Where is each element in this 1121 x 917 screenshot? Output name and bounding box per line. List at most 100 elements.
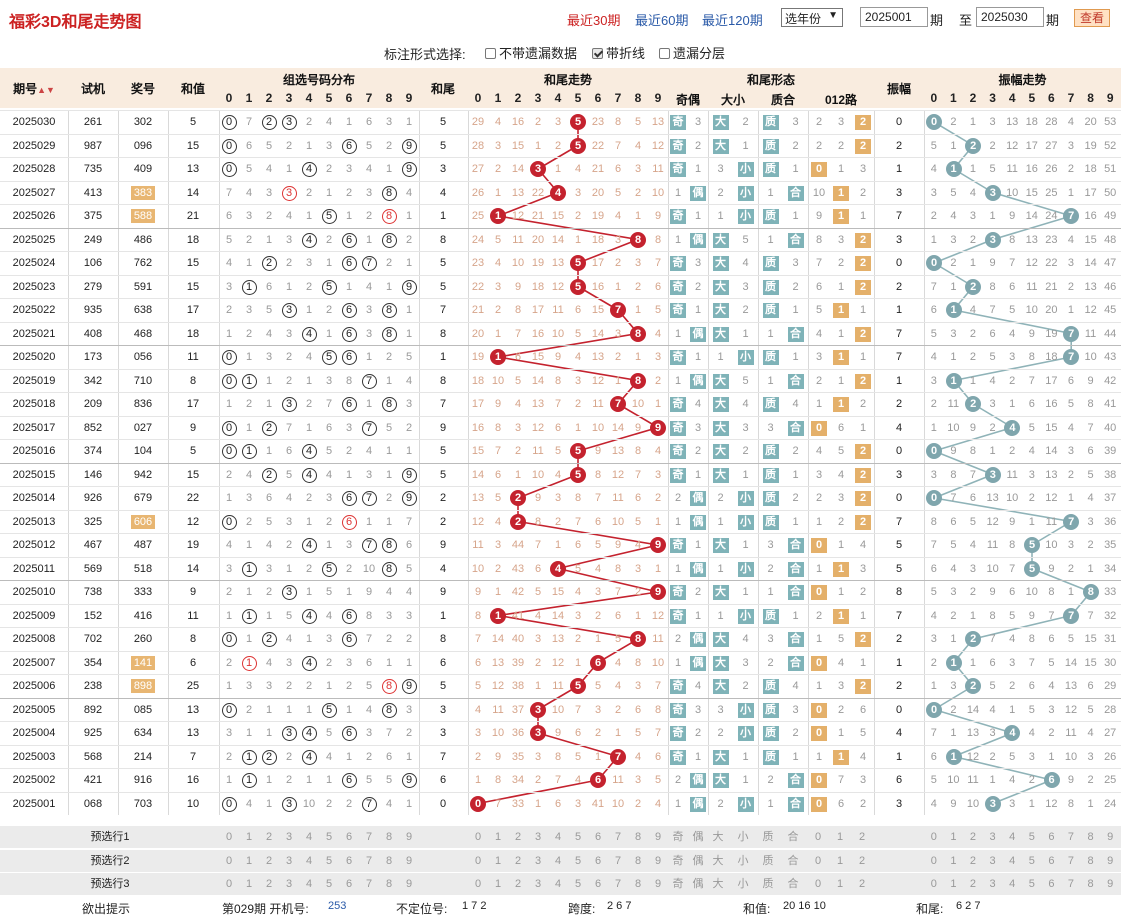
selector-digit[interactable]: 5: [1028, 831, 1035, 843]
selector-digit[interactable]: 5: [1028, 878, 1035, 890]
selector-digit[interactable]: 6: [345, 878, 353, 890]
selector-digit[interactable]: 1: [494, 878, 502, 890]
selector-form[interactable]: 0: [814, 831, 822, 843]
selector-digit[interactable]: 0: [930, 854, 937, 867]
selector-digit[interactable]: 0: [225, 854, 233, 867]
selector-form[interactable]: 1: [836, 831, 844, 843]
selector-form[interactable]: 偶: [692, 878, 704, 890]
selector-digit[interactable]: 4: [305, 854, 313, 867]
checkbox-icon[interactable]: [659, 48, 670, 59]
selector-form[interactable]: 2: [858, 831, 866, 843]
selector-digit[interactable]: 4: [1009, 878, 1016, 890]
selector-form[interactable]: 合: [787, 831, 799, 843]
selector-digit[interactable]: 7: [365, 831, 373, 843]
selector-digit[interactable]: 9: [405, 878, 413, 890]
selector-form[interactable]: 0: [814, 854, 822, 867]
selector-digit[interactable]: 7: [1067, 878, 1075, 890]
selector-digit[interactable]: 3: [285, 878, 293, 890]
selector-digit[interactable]: 3: [534, 878, 542, 890]
selector-digit[interactable]: 9: [654, 831, 662, 843]
selector-digit[interactable]: 8: [385, 854, 393, 867]
selector-digit[interactable]: 3: [989, 831, 996, 843]
selector-digit[interactable]: 3: [285, 854, 293, 867]
period-header[interactable]: 期号▲▼: [0, 80, 68, 97]
selector-form[interactable]: 0: [814, 878, 822, 890]
option-no-missing[interactable]: 不带遗漏数据: [485, 43, 577, 62]
selector-form[interactable]: 质: [762, 878, 774, 890]
selector-digit[interactable]: 9: [1107, 854, 1114, 867]
selector-digit[interactable]: 0: [930, 878, 937, 890]
selector-digit[interactable]: 2: [514, 854, 522, 867]
selector-digit[interactable]: 1: [245, 854, 253, 867]
selector-form[interactable]: 合: [787, 878, 799, 890]
checkbox-icon[interactable]: [485, 48, 496, 59]
selector-digit[interactable]: 6: [345, 831, 353, 843]
from-period-input[interactable]: 2025001: [860, 7, 928, 27]
selector-digit[interactable]: 8: [634, 831, 642, 843]
option-layered[interactable]: 遗漏分层: [659, 43, 725, 62]
selector-digit[interactable]: 3: [989, 854, 996, 867]
selector-digit[interactable]: 9: [1107, 831, 1114, 843]
selector-digit[interactable]: 0: [474, 878, 482, 890]
selector-row[interactable]: 预选行2 0 1 2 3 4 5 6 7 8 9 0 1 2 3 4 5 6 7 8 9 0 1 2 3 4 5 6 7 8 9 奇偶大小质合…: [0, 849, 1121, 873]
selector-digit[interactable]: 2: [969, 831, 977, 843]
selector-digit[interactable]: 8: [634, 854, 642, 867]
selector-digit[interactable]: 7: [1067, 854, 1075, 867]
selector-digit[interactable]: 2: [265, 878, 273, 890]
selector-digit[interactable]: 7: [365, 854, 373, 867]
selector-digit[interactable]: 4: [554, 878, 562, 890]
selector-digit[interactable]: 4: [1009, 854, 1016, 867]
selector-digit[interactable]: 0: [225, 878, 233, 890]
selector-digit[interactable]: 3: [285, 831, 293, 843]
selector-digit[interactable]: 3: [534, 854, 542, 867]
selector-form[interactable]: 大: [712, 831, 724, 843]
selector-digit[interactable]: 7: [614, 831, 622, 843]
selector-form[interactable]: 奇: [672, 854, 684, 867]
selector-digit[interactable]: 5: [325, 878, 333, 890]
selector-digit[interactable]: 0: [474, 854, 482, 867]
selector-digit[interactable]: 1: [245, 831, 253, 843]
selector-digit[interactable]: 6: [594, 878, 602, 890]
selector-form[interactable]: 大: [712, 878, 724, 890]
selector-digit[interactable]: 5: [325, 854, 333, 867]
selector-digit[interactable]: 8: [634, 878, 642, 890]
selector-form[interactable]: 偶: [692, 854, 704, 867]
selector-digit[interactable]: 2: [265, 854, 273, 867]
selector-digit[interactable]: 4: [554, 831, 562, 843]
selector-digit[interactable]: 1: [245, 878, 253, 890]
recent-120-link[interactable]: 最近120期: [702, 13, 763, 28]
selector-digit[interactable]: 0: [474, 831, 482, 843]
selector-digit[interactable]: 8: [385, 878, 393, 890]
selector-form[interactable]: 奇: [672, 878, 684, 890]
selector-digit[interactable]: 7: [365, 878, 373, 890]
selector-digit[interactable]: 5: [574, 831, 582, 843]
selector-digit[interactable]: 7: [614, 854, 622, 867]
selector-digit[interactable]: 5: [574, 878, 582, 890]
selector-digit[interactable]: 3: [534, 831, 542, 843]
selector-digit[interactable]: 0: [225, 831, 233, 843]
selector-digit[interactable]: 2: [969, 854, 977, 867]
selector-digit[interactable]: 6: [345, 854, 353, 867]
selector-form[interactable]: 质: [762, 854, 774, 867]
selector-digit[interactable]: 8: [1087, 854, 1094, 867]
selector-digit[interactable]: 4: [305, 831, 313, 843]
selector-digit[interactable]: 9: [405, 854, 413, 867]
year-select[interactable]: 选年份 ▼: [781, 8, 843, 27]
selector-form[interactable]: 质: [762, 831, 774, 843]
selector-digit[interactable]: 9: [1107, 878, 1114, 890]
selector-digit[interactable]: 7: [614, 878, 622, 890]
selector-form[interactable]: 2: [858, 854, 866, 867]
selector-digit[interactable]: 1: [494, 831, 502, 843]
selector-form[interactable]: 偶: [692, 831, 704, 843]
selector-row[interactable]: 预选行3 0 1 2 3 4 5 6 7 8 9 0 1 2 3 4 5 6 7 8 9 0 1 2 3 4 5 6 7 8 9 奇偶大小质合…: [0, 873, 1121, 896]
selector-digit[interactable]: 6: [1048, 854, 1055, 867]
selector-digit[interactable]: 1: [950, 854, 957, 867]
selector-digit[interactable]: 6: [594, 854, 602, 867]
selector-digit[interactable]: 1: [494, 854, 502, 867]
selector-digit[interactable]: 5: [574, 854, 582, 867]
selector-digit[interactable]: 6: [594, 831, 602, 843]
selector-form[interactable]: 小: [737, 878, 749, 890]
selector-digit[interactable]: 1: [950, 878, 957, 890]
selector-form[interactable]: 大: [712, 854, 724, 867]
selector-form[interactable]: 小: [737, 831, 749, 843]
